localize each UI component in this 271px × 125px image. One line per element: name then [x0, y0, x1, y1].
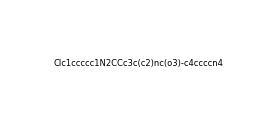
Text: Clc1ccccc1N2CCc3c(c2)nc(o3)-c4ccccn4: Clc1ccccc1N2CCc3c(c2)nc(o3)-c4ccccn4	[54, 59, 224, 68]
